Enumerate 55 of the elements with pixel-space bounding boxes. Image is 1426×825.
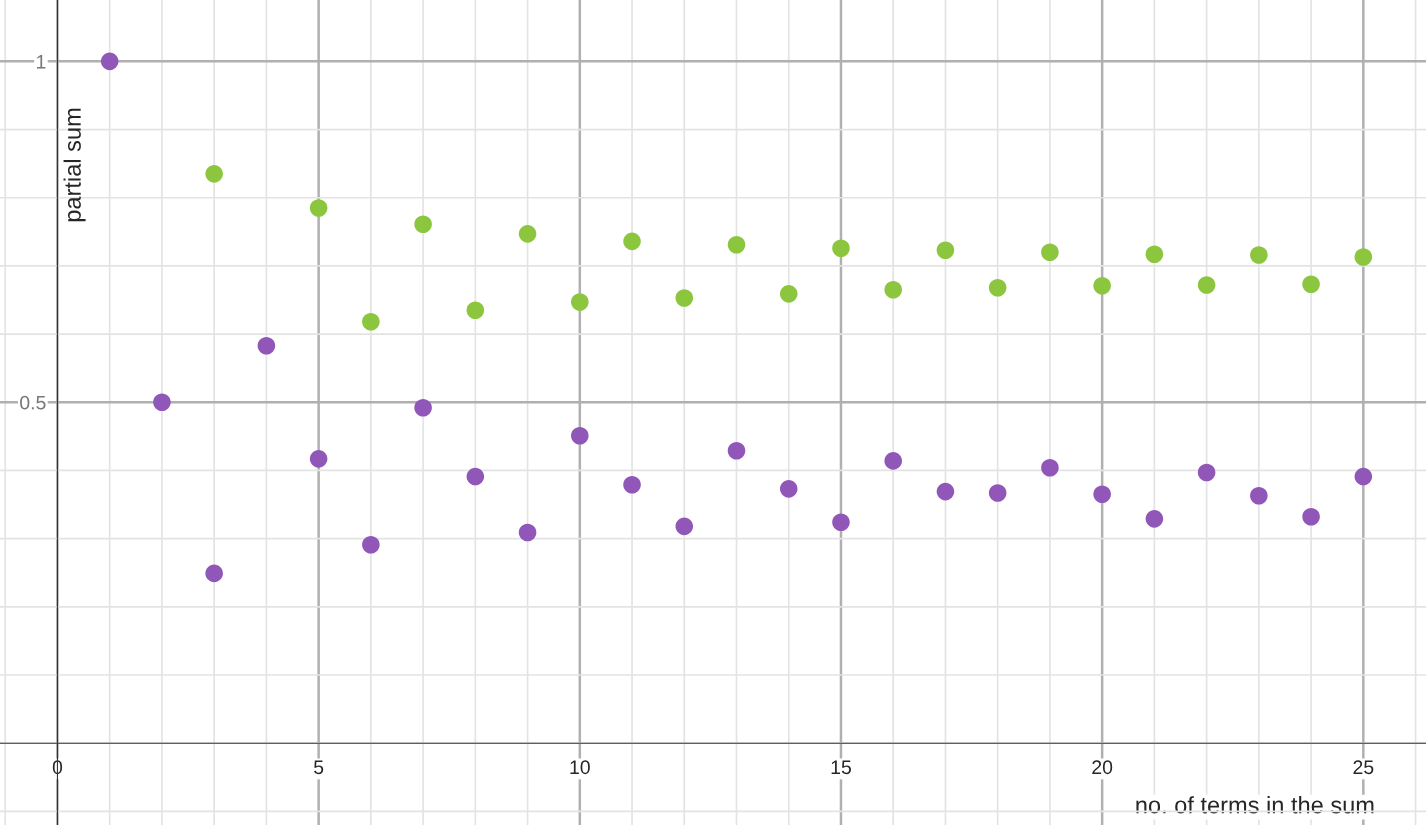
point: [414, 398, 432, 417]
point: [988, 278, 1007, 297]
y-tick-label: 1: [37, 55, 46, 69]
point: [779, 480, 798, 498]
point: [518, 523, 537, 542]
point: [571, 426, 589, 445]
x-tick-label: 25: [1353, 760, 1374, 775]
point: [414, 215, 432, 234]
point: [623, 232, 641, 251]
point: [1145, 245, 1164, 264]
x-tick-label: 15: [831, 760, 851, 775]
point: [1197, 463, 1216, 482]
point: [205, 165, 223, 183]
point: [100, 52, 119, 71]
point: [988, 484, 1007, 502]
point: [309, 450, 328, 468]
point: [1093, 485, 1111, 504]
point: [1041, 458, 1059, 477]
point: [1041, 243, 1059, 262]
point: [1302, 508, 1320, 526]
point: [884, 452, 902, 470]
y-axis-title: partial sum: [63, 108, 86, 222]
point: [1302, 275, 1320, 294]
point: [832, 513, 850, 532]
point: [309, 199, 328, 217]
point: [1250, 486, 1268, 505]
point: [1197, 276, 1216, 294]
point: [936, 482, 955, 501]
point: [466, 467, 485, 486]
point: [1250, 246, 1268, 264]
point: [257, 336, 276, 355]
point: [1354, 248, 1373, 266]
point: [518, 225, 537, 243]
point: [675, 517, 694, 536]
point: [832, 239, 850, 257]
point: [727, 441, 746, 460]
point: [675, 289, 694, 307]
point: [779, 285, 798, 303]
point: [727, 235, 746, 254]
point: [466, 301, 485, 320]
point: [571, 293, 589, 311]
point: [1093, 276, 1111, 295]
y-tick-label: 0.5: [20, 395, 46, 410]
point: [1145, 510, 1164, 528]
point: [936, 241, 955, 260]
x-tick-label: 10: [570, 760, 590, 775]
point: [623, 475, 641, 494]
point: [205, 564, 223, 583]
x-tick-label: 5: [314, 760, 324, 775]
point: [362, 535, 380, 554]
point: [1354, 467, 1373, 486]
point: [153, 393, 171, 412]
point: [362, 313, 380, 331]
x-tick-label: 20: [1092, 760, 1113, 775]
point: [884, 280, 902, 299]
